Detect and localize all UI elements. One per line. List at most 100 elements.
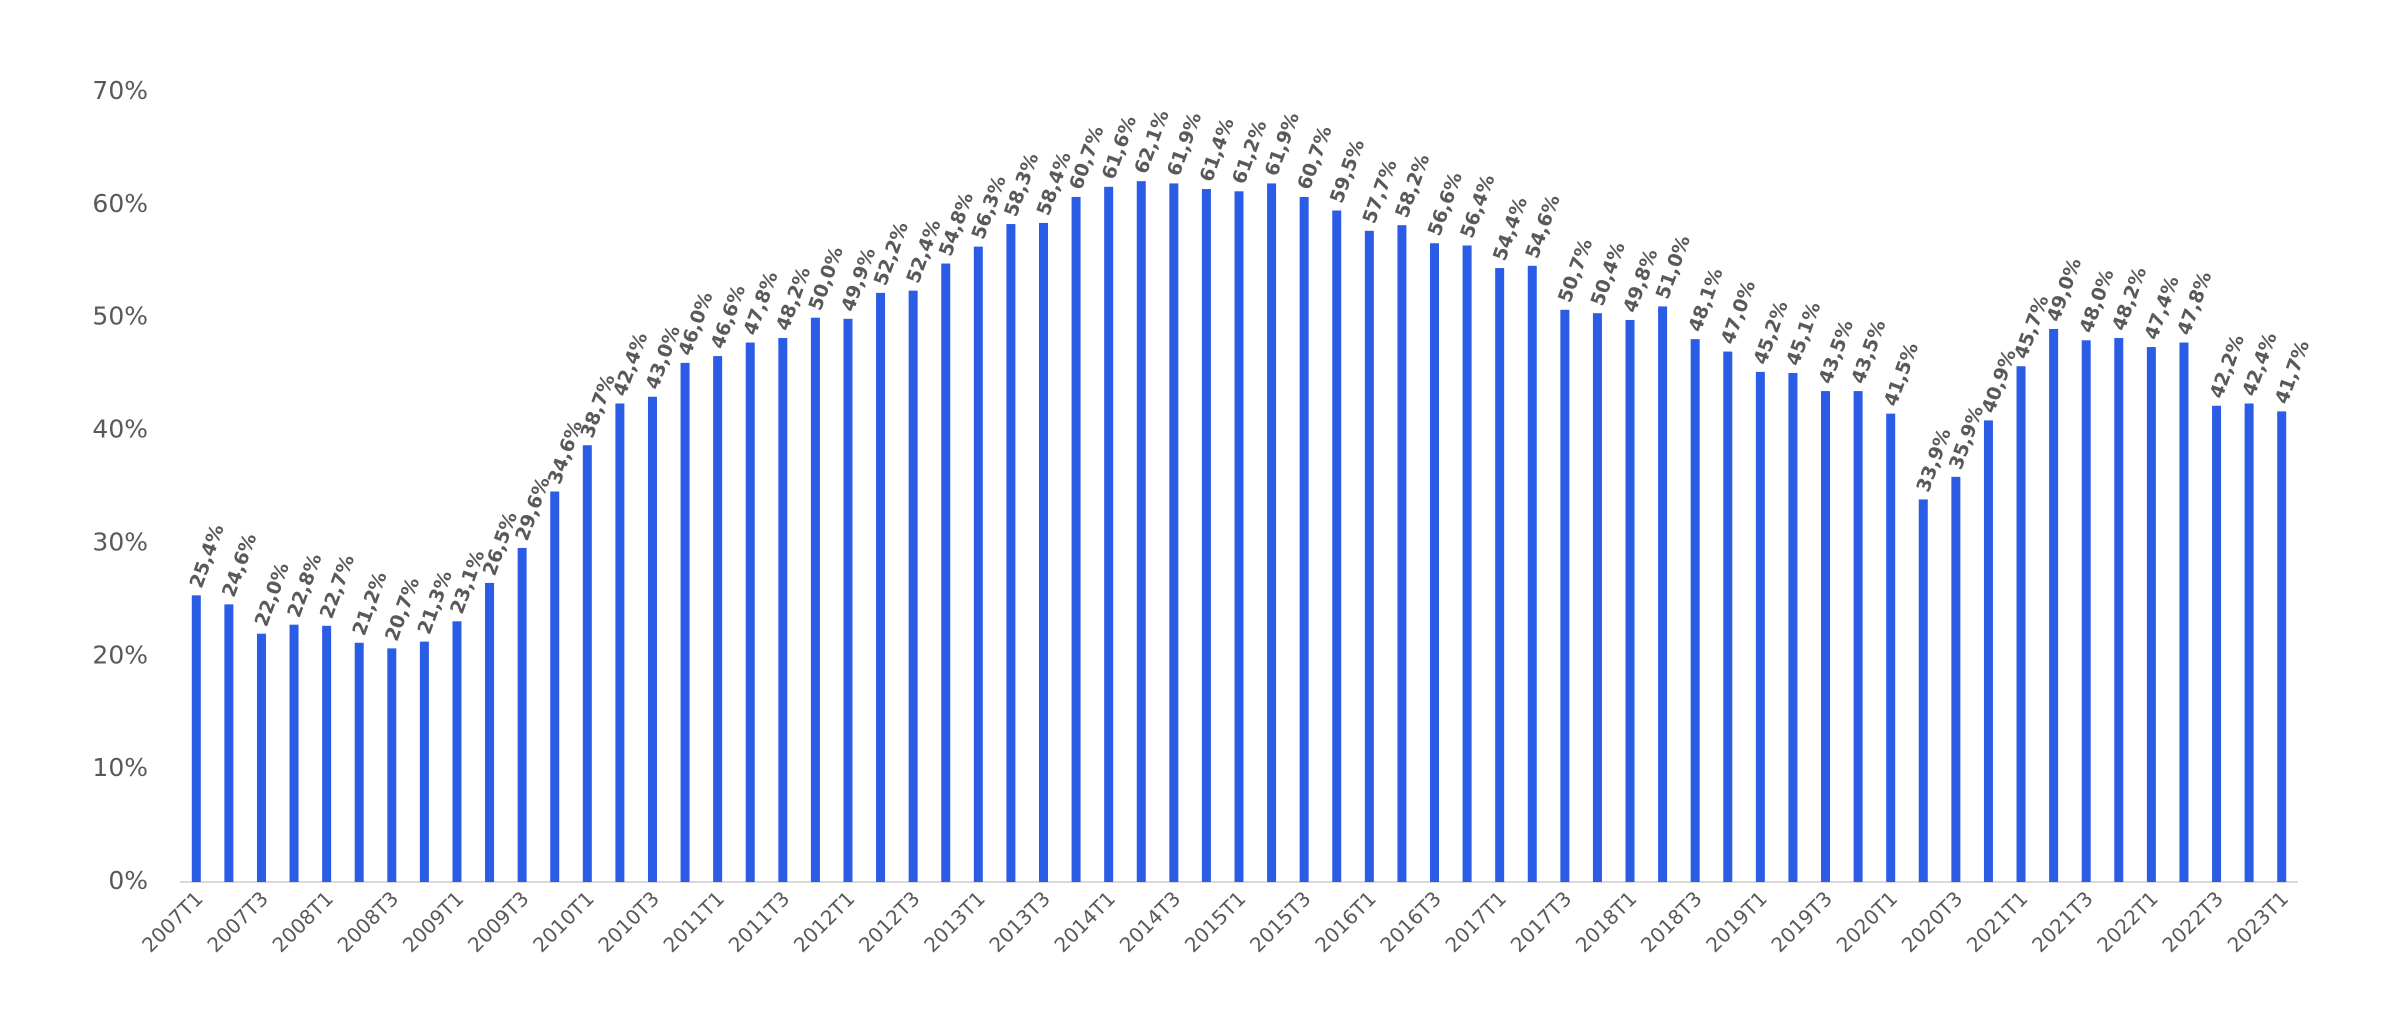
bar — [452, 621, 462, 882]
bar — [973, 246, 983, 883]
x-tick-label: 2009T3 — [463, 886, 534, 957]
bar — [550, 491, 560, 882]
y-tick-label: 50% — [92, 302, 148, 331]
bar — [1364, 230, 1374, 883]
bar — [1071, 196, 1081, 882]
x-tick-label: 2022T1 — [2092, 886, 2163, 957]
bar — [843, 318, 853, 882]
x-tick-label: 2018T3 — [1636, 886, 1707, 957]
bar — [1658, 306, 1668, 882]
x-tick-label: 2021T3 — [2027, 886, 2098, 957]
bar — [2146, 347, 2156, 882]
value-label: 61,9% — [1261, 110, 1304, 179]
x-tick-label: 2016T1 — [1310, 886, 1381, 957]
bar — [1755, 371, 1765, 882]
y-tick-label: 70% — [92, 76, 148, 105]
bar — [1332, 210, 1342, 882]
bar — [1592, 313, 1602, 882]
bar — [2212, 405, 2222, 882]
bar — [778, 338, 788, 882]
bar — [1397, 225, 1407, 882]
bar — [1267, 183, 1277, 882]
x-tick-label: 2011T3 — [724, 886, 795, 957]
y-tick-label: 10% — [92, 753, 148, 782]
bar — [1462, 245, 1472, 882]
bar — [256, 633, 266, 882]
x-tick-label: 2007T3 — [202, 886, 273, 957]
bar — [485, 582, 495, 882]
value-label: 42,4% — [609, 330, 652, 399]
bar — [1430, 243, 1440, 882]
bar — [2081, 340, 2091, 882]
bar — [1951, 476, 1961, 882]
bar — [582, 445, 592, 882]
bar — [354, 642, 364, 882]
bar — [1006, 224, 1016, 883]
bar — [322, 625, 332, 882]
bar — [517, 547, 527, 882]
x-tick-label: 2007T1 — [137, 886, 208, 957]
bar — [1821, 391, 1831, 882]
x-tick-label: 2008T1 — [267, 886, 338, 957]
x-tick-label: 2015T3 — [1245, 886, 1316, 957]
bar — [1169, 183, 1179, 882]
bar — [745, 342, 755, 882]
value-label: 26,5% — [479, 509, 522, 578]
x-tick-label: 2019T3 — [1766, 886, 1837, 957]
x-tick-label: 2009T1 — [398, 886, 469, 957]
x-tick-label: 2013T3 — [984, 886, 1055, 957]
x-tick-label: 2015T1 — [1180, 886, 1251, 957]
x-tick-label: 2013T1 — [919, 886, 990, 957]
bar — [2277, 411, 2287, 882]
bar — [941, 263, 951, 882]
bar — [615, 403, 625, 882]
bar — [1560, 309, 1570, 882]
bar — [224, 604, 234, 882]
bar — [191, 595, 201, 882]
value-label: 47,8% — [2173, 269, 2216, 338]
bar — [1723, 351, 1733, 883]
value-label: 60,7% — [1293, 123, 1336, 192]
x-tick-label: 2012T1 — [789, 886, 860, 957]
value-label: 43,0% — [642, 323, 685, 392]
bar — [647, 396, 657, 882]
x-tick-label: 2014T3 — [1115, 886, 1186, 957]
value-label: 41,5% — [1880, 340, 1923, 409]
bar — [680, 362, 690, 882]
y-tick-label: 20% — [92, 640, 148, 669]
bar — [1983, 420, 1993, 882]
value-label: 40,9% — [1978, 347, 2021, 416]
x-tick-label: 2011T1 — [658, 886, 729, 957]
value-label: 22,0% — [251, 560, 294, 629]
bar — [1104, 186, 1114, 883]
x-tick-label: 2020T1 — [1832, 886, 1903, 957]
value-label: 58,2% — [1391, 151, 1434, 220]
x-tick-label: 2012T3 — [854, 886, 925, 957]
value-label: 51,0% — [1652, 233, 1695, 302]
value-label: 48,1% — [1684, 265, 1727, 334]
bar — [1788, 373, 1798, 882]
x-tick-label: 2017T3 — [1506, 886, 1577, 957]
bar — [1690, 339, 1700, 883]
x-tick-label: 2014T1 — [1049, 886, 1120, 957]
x-tick-label: 2020T3 — [1897, 886, 1968, 957]
bar — [2049, 329, 2059, 882]
value-label: 57,7% — [1359, 157, 1402, 226]
bar — [1136, 181, 1146, 882]
value-label: 46,0% — [674, 289, 717, 358]
x-tick-label: 2018T1 — [1571, 886, 1642, 957]
bar — [289, 624, 299, 882]
x-tick-label: 2017T1 — [1441, 886, 1512, 957]
bar — [1299, 196, 1309, 882]
bar — [1625, 319, 1635, 882]
x-tick-label: 2021T1 — [1962, 886, 2033, 957]
bar — [1918, 499, 1928, 882]
bar — [2244, 403, 2254, 882]
value-label: 29,6% — [511, 474, 554, 543]
x-tick-label: 2022T3 — [2157, 886, 2228, 957]
value-label: 24,6% — [218, 530, 261, 599]
bar — [387, 648, 397, 882]
value-label: 47,0% — [1717, 278, 1760, 347]
